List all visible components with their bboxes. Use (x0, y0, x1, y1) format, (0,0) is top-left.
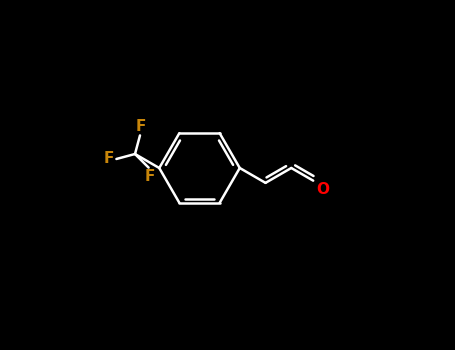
Text: F: F (136, 119, 146, 134)
Text: O: O (317, 182, 330, 197)
Text: F: F (145, 169, 155, 184)
Text: F: F (103, 152, 114, 167)
